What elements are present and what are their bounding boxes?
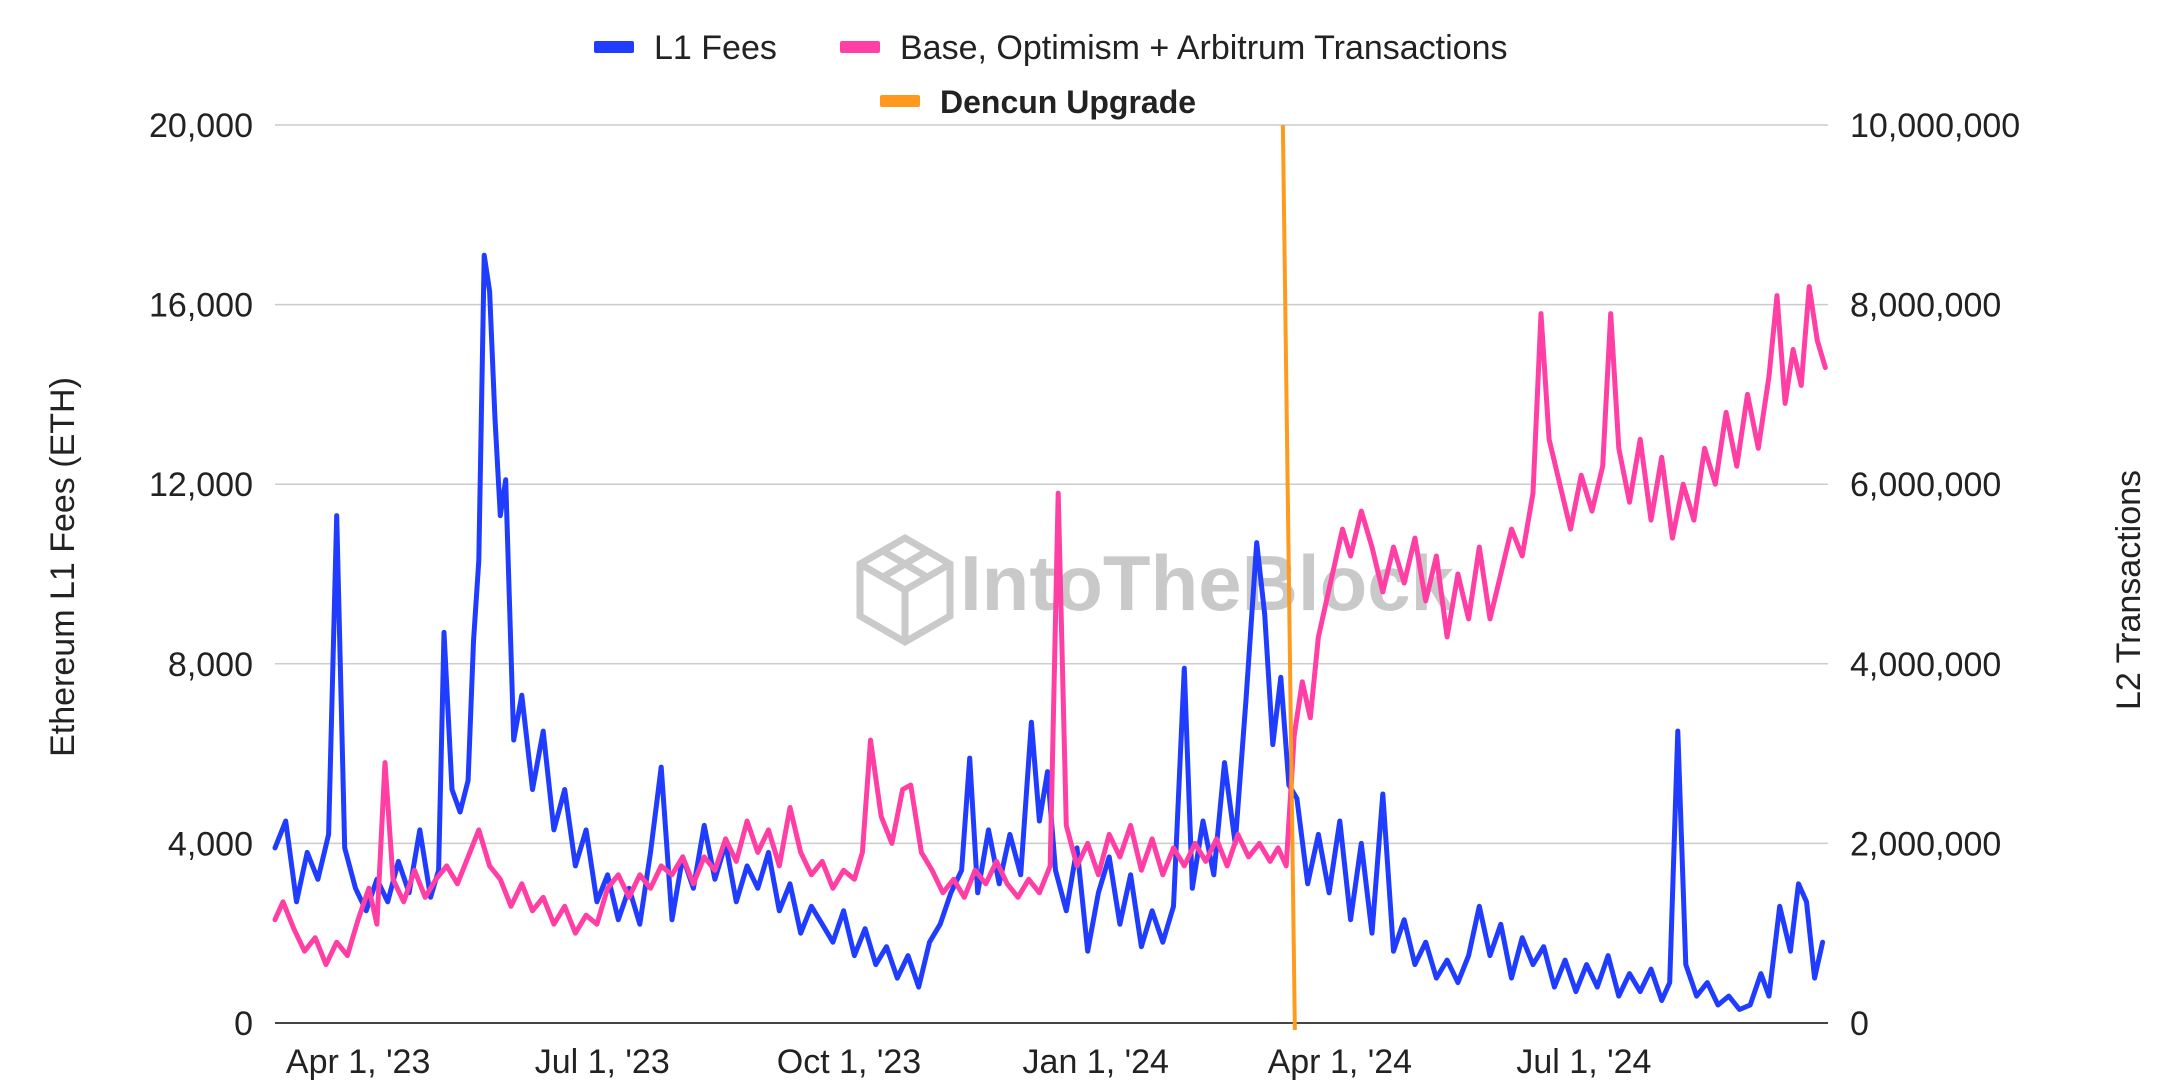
legend-label-l2: Base, Optimism + Arbitrum Transactions [900,29,1507,67]
legend: L1 Fees Base, Optimism + Arbitrum Transa… [594,29,1507,120]
x-tick-label: Jan 1, '24 [1023,1043,1169,1081]
right-tick-label: 2,000,000 [1850,825,2001,863]
x-tick-label: Jul 1, '23 [535,1043,670,1081]
right-axis-title: L2 Transactions [2110,470,2148,710]
legend-label-dencun: Dencun Upgrade [940,84,1196,120]
dencun-upgrade-line [1280,124,1297,1031]
left-axis-ticks: 0 4,000 8,000 12,000 16,000 20,000 [149,107,253,1043]
right-tick-label: 6,000,000 [1850,466,2001,504]
left-tick-label: 0 [234,1005,253,1043]
gridlines [275,124,1828,1024]
left-tick-label: 8,000 [168,646,253,684]
x-tick-label: Apr 1, '24 [1268,1043,1412,1081]
legend-swatch-l1 [594,41,634,53]
right-axis-ticks: 0 2,000,000 4,000,000 6,000,000 8,000,000 10,… [1850,107,2020,1043]
series-line-l1-fees [272,252,1826,1012]
annotation-layer [1280,124,1297,1031]
x-tick-label: Oct 1, '23 [777,1043,921,1081]
x-axis-ticks: Apr 1, '23 Jul 1, '23 Oct 1, '23 Jan 1, '24… [286,1043,1652,1081]
left-tick-label: 16,000 [149,287,253,325]
right-tick-label: 10,000,000 [1850,107,2020,145]
right-tick-label: 4,000,000 [1850,646,2001,684]
series-layer [272,252,1828,1012]
left-tick-label: 4,000 [168,825,253,863]
right-tick-label: 8,000,000 [1850,287,2001,325]
left-axis-title: Ethereum L1 Fees (ETH) [44,377,82,757]
x-tick-label: Apr 1, '23 [286,1043,430,1081]
watermark: IntoTheBlock [856,533,1455,647]
right-tick-label: 0 [1850,1005,1869,1043]
legend-swatch-l2 [840,41,880,53]
x-tick-label: Jul 1, '24 [1516,1043,1651,1081]
left-tick-label: 20,000 [149,107,253,145]
left-tick-label: 12,000 [149,466,253,504]
series-line-l2-transactions [272,284,1828,968]
legend-swatch-dencun [880,95,920,107]
legend-label-l1: L1 Fees [654,29,777,67]
watermark-logo-icon [856,533,954,647]
